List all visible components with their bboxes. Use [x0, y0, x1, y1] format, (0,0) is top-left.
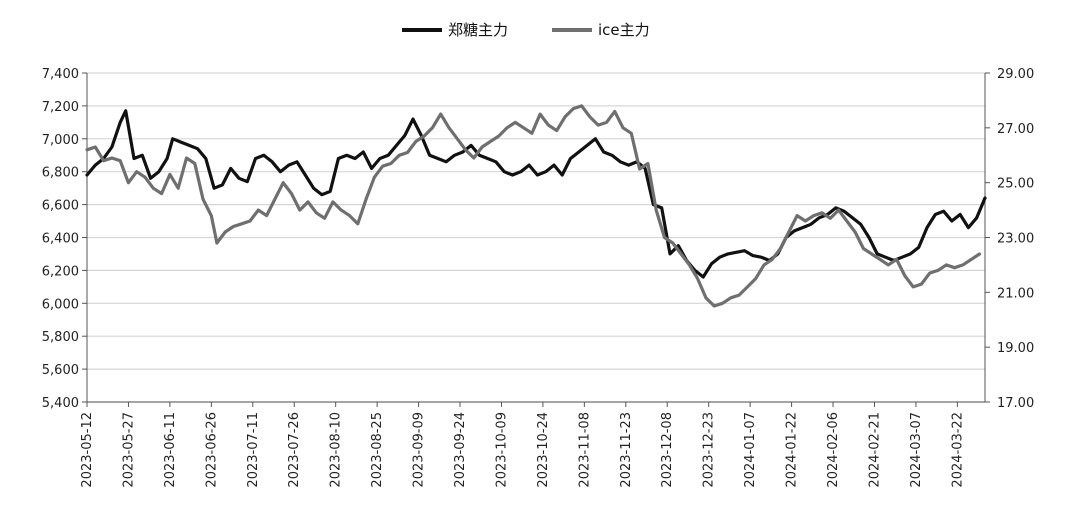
series-lines	[85, 104, 987, 308]
x-tick-label: 2024-01-22	[785, 412, 800, 488]
y-left-tick-label: 5,800	[42, 330, 79, 345]
y-left-tick-label: 5,600	[42, 363, 79, 378]
x-tick-label: 2023-10-09	[494, 412, 509, 488]
x-tick-label: 2023-12-08	[660, 412, 675, 488]
x-tick-label: 2023-05-12	[80, 412, 95, 488]
y-right-tick-label: 21.00	[997, 286, 1034, 301]
x-tick-label: 2024-02-21	[867, 412, 882, 488]
y-right-tick-label: 29.00	[997, 67, 1034, 82]
y-right-tick-label: 17.00	[997, 396, 1034, 411]
y-right-tick-label: 19.00	[997, 341, 1034, 356]
x-tick-label: 2023-11-08	[577, 412, 592, 488]
y-left-tick-label: 7,400	[42, 67, 79, 82]
x-tick-label: 2023-07-11	[246, 412, 261, 488]
x-tick-label: 2023-08-10	[329, 412, 344, 488]
x-tick-label: 2024-03-07	[909, 412, 924, 488]
y-left-tick-label: 6,600	[42, 199, 79, 214]
y-left-tick-label: 5,400	[42, 396, 79, 411]
y-left-tick-label: 6,000	[42, 297, 79, 312]
x-tick-label: 2024-03-22	[950, 412, 965, 488]
x-tick-label: 2023-08-25	[370, 412, 385, 488]
axes: 5,400 5,600 5,800 6,000 6,200 6,400 6,600 6,800…	[42, 67, 1034, 488]
x-tick-label: 2023-07-26	[287, 412, 302, 488]
y-right-tick-label: 25.00	[997, 177, 1034, 192]
legend-label: ice主力	[598, 21, 650, 39]
x-tick-label: 2023-11-23	[619, 412, 634, 488]
x-tick-label: 2024-01-07	[743, 412, 758, 488]
y-right-tick-label: 23.00	[997, 232, 1034, 247]
y-left-tick-label: 6,400	[42, 232, 79, 247]
x-tick-label: 2023-09-09	[412, 412, 427, 488]
x-tick-label: 2024-02-06	[826, 412, 841, 488]
legend: 郑糖主力 ice主力	[402, 21, 650, 39]
y-left-tick-label: 6,800	[42, 166, 79, 181]
x-tick-label: 2023-05-27	[121, 412, 136, 488]
y-left-tick-label: 7,000	[42, 133, 79, 148]
y-left-tick-label: 6,200	[42, 264, 79, 279]
x-tick-label: 2023-10-24	[536, 412, 551, 488]
x-tick-label: 2023-12-23	[702, 412, 717, 488]
series-line-ice	[85, 104, 982, 308]
series-line-zhengtang	[85, 109, 987, 279]
y-left-tick-label: 7,200	[42, 100, 79, 115]
legend-label: 郑糖主力	[448, 21, 508, 39]
x-tick-label: 2023-06-26	[204, 412, 219, 488]
y-right-tick-label: 27.00	[997, 122, 1034, 137]
x-tick-label: 2023-06-11	[163, 412, 178, 488]
x-tick-label: 2023-09-24	[453, 412, 468, 488]
grid	[87, 72, 985, 403]
